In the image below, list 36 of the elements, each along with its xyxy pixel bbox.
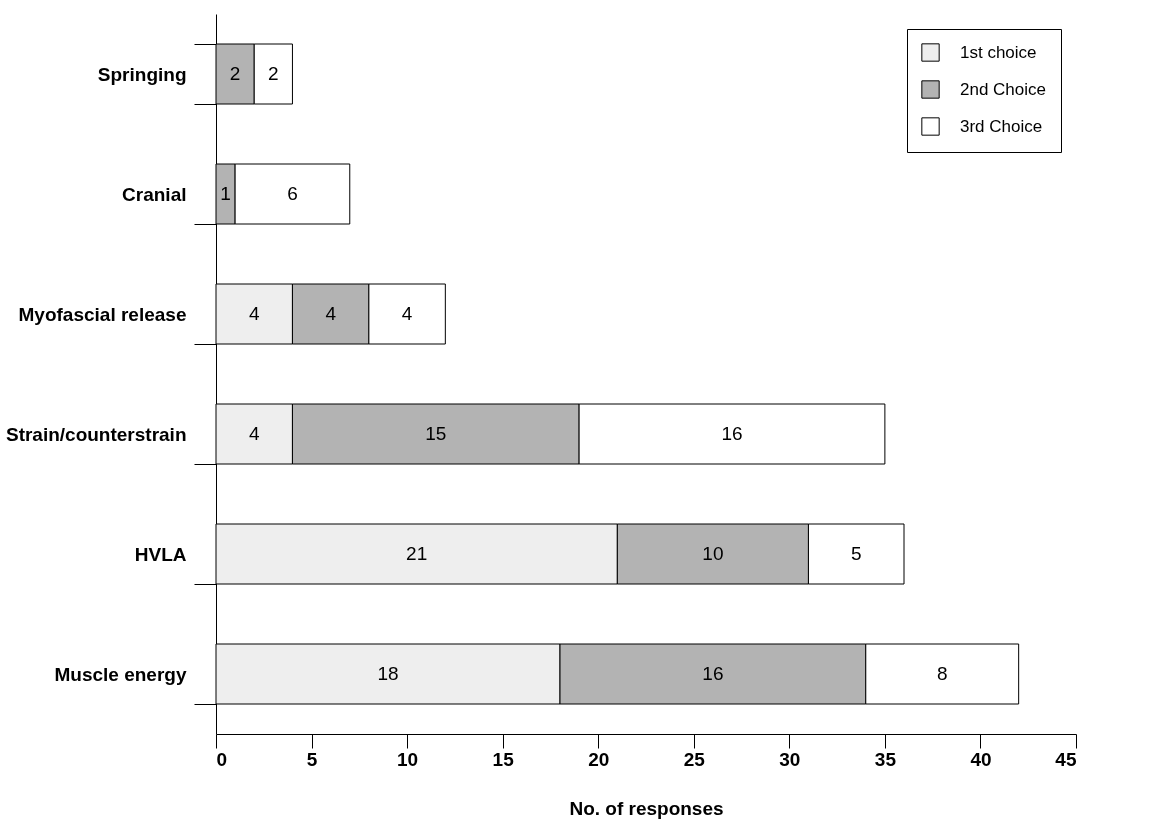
y-tick-label: Cranial [122, 183, 187, 205]
y-tick-label: Myofascial release [18, 303, 187, 325]
data-label: 4 [401, 303, 413, 324]
data-label: 15 [425, 423, 447, 444]
data-label: 18 [377, 663, 399, 684]
x-tick-label: 45 [1055, 748, 1077, 770]
x-tick-label: 20 [588, 748, 610, 770]
x-tick-label: 25 [683, 748, 706, 770]
data-label: 6 [287, 183, 298, 204]
legend-label: 1st choice [960, 42, 1037, 62]
data-label: 2 [268, 63, 279, 84]
data-label: 4 [325, 303, 337, 324]
x-axis-title: No. of responses [569, 797, 724, 819]
data-label: 16 [721, 423, 743, 444]
data-label: 4 [248, 303, 260, 324]
data-label: 8 [936, 663, 948, 684]
y-tick-label: Muscle energy [54, 663, 187, 685]
data-label: 1 [220, 183, 231, 204]
data-label: 16 [702, 663, 724, 684]
x-tick-label: 40 [970, 748, 992, 770]
data-label: 5 [850, 543, 862, 564]
x-tick-label: 30 [779, 748, 801, 770]
legend-label: 2nd Choice [960, 79, 1047, 99]
data-label: 21 [406, 543, 428, 564]
x-tick-label: 5 [306, 748, 318, 770]
data-label: 4 [248, 423, 260, 444]
x-tick-label: 35 [874, 748, 897, 770]
y-tick-label: Springing [97, 63, 187, 85]
y-tick-label: Strain/counterstrain [5, 423, 187, 445]
data-label: 2 [229, 63, 241, 84]
x-tick-label: 0 [216, 748, 228, 770]
y-tick-label: HVLA [134, 543, 187, 565]
x-tick-label: 10 [397, 748, 419, 770]
data-label: 10 [702, 543, 724, 564]
legend-label: 3rd Choice [960, 116, 1043, 136]
x-tick-label: 15 [492, 748, 515, 770]
